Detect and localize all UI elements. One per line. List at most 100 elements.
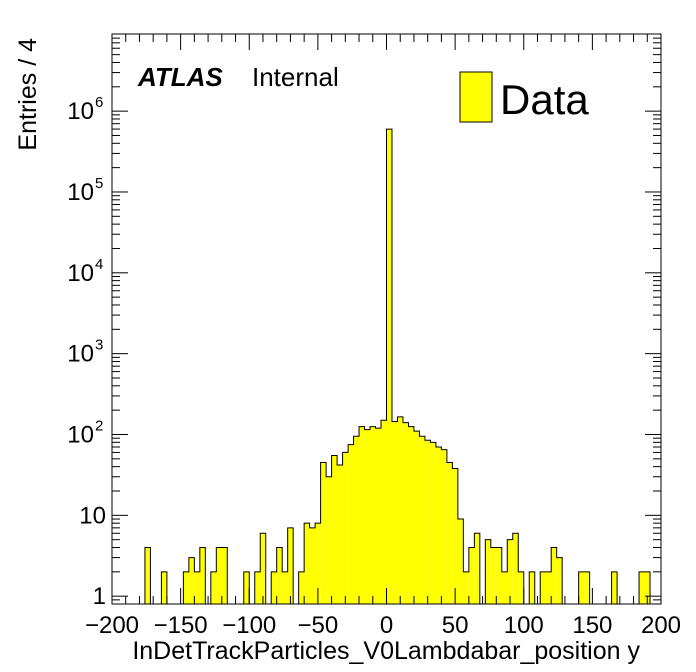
histogram-bars — [144, 128, 651, 604]
histogram-bin — [304, 523, 310, 604]
histogram-bin — [452, 468, 458, 604]
y-tick-label: 10 — [79, 502, 106, 529]
histogram-bin — [381, 420, 387, 604]
histogram-outline — [182, 546, 206, 604]
x-tick-label: 50 — [442, 612, 469, 639]
histogram-bin — [216, 547, 222, 604]
y-tick-exponent: 5 — [95, 175, 103, 192]
histogram-bin — [424, 440, 431, 604]
x-tick-label: −50 — [298, 612, 339, 639]
histogram-bin — [391, 421, 398, 604]
histogram-outline — [638, 571, 651, 604]
histogram-bin — [282, 571, 288, 604]
x-tick-label: 200 — [641, 612, 681, 639]
y-tick-label: 10 — [67, 179, 94, 206]
histogram-bin — [359, 426, 365, 604]
histogram-outline — [539, 546, 563, 604]
histogram-bin — [435, 447, 442, 604]
histogram-outline — [484, 532, 525, 604]
histogram-bin — [408, 426, 414, 604]
x-tick-label: −200 — [85, 612, 139, 639]
histogram-bin — [144, 547, 151, 604]
histogram-outline — [160, 571, 168, 604]
histogram-bin — [315, 523, 321, 604]
histogram-bin — [353, 436, 360, 604]
histogram-bin — [402, 422, 409, 604]
histogram-bin — [271, 571, 277, 604]
histogram-bin — [326, 476, 332, 604]
histogram-bin — [611, 571, 618, 604]
histogram-outline — [210, 546, 228, 604]
atlas-sublabel-text: Internal — [252, 62, 339, 92]
histogram-bin — [485, 539, 491, 604]
y-tick-label: 10 — [67, 421, 94, 448]
histogram-outline — [611, 571, 618, 604]
histogram-bin — [337, 464, 343, 604]
histogram-bin — [210, 571, 217, 604]
histogram-bin — [413, 431, 420, 604]
histogram-bin — [397, 416, 403, 604]
histogram-bin — [468, 547, 475, 604]
histogram-bin — [342, 452, 349, 604]
histogram-bin — [254, 571, 261, 604]
histogram-bin — [194, 571, 200, 604]
histogram-outline — [254, 532, 267, 604]
histogram-bin — [183, 571, 189, 604]
histogram-bin — [276, 547, 283, 604]
histogram-bin — [512, 533, 519, 604]
histogram-bin — [188, 557, 195, 604]
histogram-bin — [474, 533, 480, 604]
histogram-outline — [528, 571, 536, 604]
x-tick-label: 100 — [504, 612, 544, 639]
histogram-bin — [370, 426, 376, 604]
x-tick-label: −150 — [154, 612, 208, 639]
histogram-bin — [446, 462, 453, 604]
y-tick-exponent: 6 — [95, 94, 103, 111]
histogram-bin — [386, 129, 392, 604]
histogram-bin — [260, 533, 266, 604]
histogram-bin — [490, 547, 497, 604]
histogram-bin — [545, 571, 552, 604]
histogram-bin — [364, 429, 371, 604]
histogram-bin — [287, 527, 294, 604]
x-tick-label: 0 — [380, 612, 393, 639]
histogram-bin — [501, 571, 508, 604]
histogram-bin — [298, 571, 305, 604]
histogram-bin — [578, 571, 585, 604]
histogram-bin — [518, 571, 524, 604]
histogram-bin — [161, 571, 167, 604]
y-axis-title: Entries / 4 — [14, 38, 42, 151]
axis-ticks — [111, 33, 662, 605]
histogram-bin — [430, 442, 436, 604]
legend: Data — [459, 71, 589, 123]
y-tick-label: 10 — [67, 341, 94, 368]
atlas-label-text: ATLAS — [137, 62, 223, 92]
legend-label: Data — [500, 76, 589, 123]
x-tick-labels: −200 −150 −100 −50 0 50 100 150 200 — [85, 612, 681, 639]
histogram-bin — [639, 571, 645, 604]
histogram-outline — [298, 128, 481, 604]
y-tick-exponent: 2 — [95, 417, 103, 434]
y-tick-exponent: 3 — [95, 337, 103, 354]
histogram-bin — [221, 547, 228, 604]
legend-swatch — [459, 71, 493, 123]
histogram-bin — [457, 519, 464, 604]
histogram-bin — [540, 571, 546, 604]
histogram-bin — [419, 436, 425, 604]
y-tick-exponent: 4 — [95, 256, 103, 273]
x-axis-title: InDetTrackParticles_V0Lambdabar_position… — [132, 637, 640, 665]
x-tick-label: 150 — [572, 612, 612, 639]
histogram-bin — [199, 547, 206, 604]
y-tick-label: 10 — [67, 260, 94, 287]
x-tick-label: −100 — [222, 612, 276, 639]
histogram-bin — [331, 455, 338, 604]
histogram-bin — [348, 444, 354, 604]
histogram-bin — [463, 571, 469, 604]
histogram-outline — [270, 527, 294, 604]
histogram-bin — [441, 449, 447, 604]
histogram-bin — [375, 428, 382, 604]
atlas-label: ATLAS Internal — [137, 62, 339, 92]
y-tick-label: 1 — [93, 583, 106, 610]
